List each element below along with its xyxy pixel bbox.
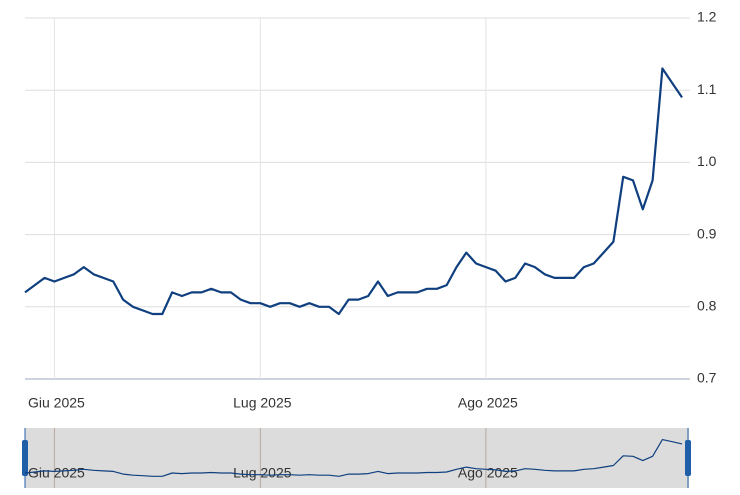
navigator-tick-label: Giu 2025 <box>28 465 85 481</box>
y-tick-label: 0.9 <box>697 225 717 241</box>
y-tick-label: 0.7 <box>697 370 717 386</box>
line <box>24 67 683 316</box>
y-tick-label: 1.0 <box>697 153 717 169</box>
y-tick-label: 1.2 <box>697 9 717 25</box>
x-tick-label: Lug 2025 <box>233 395 292 411</box>
x-tick-label: Ago 2025 <box>458 395 518 411</box>
x-tick-label: Giu 2025 <box>28 395 85 411</box>
y-tick-label: 1.1 <box>697 81 717 97</box>
y-tick-label: 0.8 <box>697 298 717 314</box>
navigator-tick-label: Lug 2025 <box>233 465 292 481</box>
navigator[interactable] <box>22 428 691 488</box>
navigator-line <box>24 439 683 477</box>
navigator-background <box>25 428 689 488</box>
